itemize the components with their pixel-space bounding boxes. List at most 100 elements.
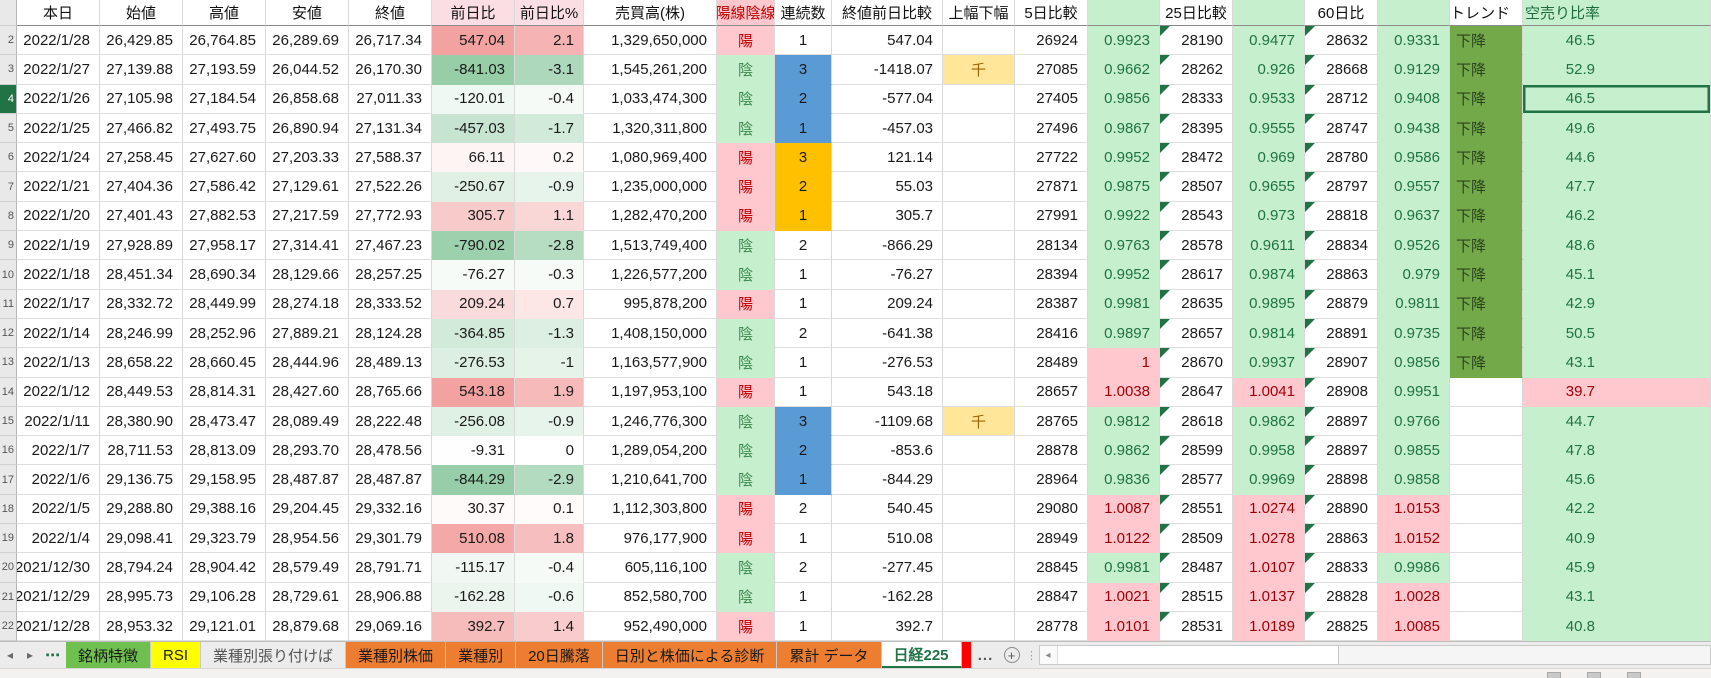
cell-close[interactable]: 29,069.16 xyxy=(349,611,432,641)
cell-open[interactable]: 29,098.41 xyxy=(100,524,183,554)
cell-high[interactable]: 28,449.99 xyxy=(183,289,266,319)
cell-pct[interactable]: -3.1 xyxy=(515,55,584,85)
cell-close[interactable]: 28,333.52 xyxy=(349,289,432,319)
cell-d25[interactable]: 28635 xyxy=(1160,289,1233,319)
cell-flag[interactable] xyxy=(943,465,1015,495)
cell-candle[interactable]: 陰 xyxy=(717,553,775,583)
cell-date[interactable]: 2022/1/21 xyxy=(17,172,100,202)
cell-streak[interactable]: 2 xyxy=(775,84,832,114)
cell-open[interactable]: 28,995.73 xyxy=(100,582,183,612)
column-header-d5r[interactable] xyxy=(1088,0,1160,26)
cell-high[interactable]: 29,388.16 xyxy=(183,494,266,525)
cell-pct[interactable]: -1.7 xyxy=(515,113,584,144)
cell-high[interactable]: 27,184.54 xyxy=(183,84,266,114)
column-header-chg[interactable]: 前日比 xyxy=(432,0,515,26)
cell-d60r[interactable]: 0.9438 xyxy=(1378,113,1450,144)
cell-short[interactable]: 45.6 xyxy=(1523,465,1711,495)
cell-date[interactable]: 2022/1/4 xyxy=(17,524,100,554)
cell-low[interactable]: 28,274.18 xyxy=(266,289,349,319)
cell-high[interactable]: 29,158.95 xyxy=(183,465,266,495)
cell-date[interactable]: 2022/1/18 xyxy=(17,260,100,290)
cell-short[interactable]: 50.5 xyxy=(1523,318,1711,349)
cell-pct[interactable]: 0.7 xyxy=(515,289,584,319)
cell-date[interactable]: 2021/12/30 xyxy=(17,553,100,583)
cell-low[interactable]: 28,954.56 xyxy=(266,524,349,554)
cell-open[interactable]: 27,928.89 xyxy=(100,231,183,261)
cell-high[interactable]: 29,323.79 xyxy=(183,524,266,554)
cell-flag[interactable]: 千 xyxy=(943,55,1015,85)
cell-candle[interactable]: 陰 xyxy=(717,260,775,290)
cell-high[interactable]: 27,958.17 xyxy=(183,231,266,261)
cell-chg[interactable]: 543.18 xyxy=(432,377,515,407)
cell-close[interactable]: 28,906.88 xyxy=(349,582,432,612)
cell-d5[interactable]: 28845 xyxy=(1015,553,1088,583)
cell-date[interactable]: 2022/1/24 xyxy=(17,143,100,173)
cell-chg[interactable]: 305.7 xyxy=(432,201,515,232)
cell-d5[interactable]: 28387 xyxy=(1015,289,1088,319)
cell-low[interactable]: 28,729.61 xyxy=(266,582,349,612)
cell-chg[interactable]: -115.17 xyxy=(432,553,515,583)
cell-pct[interactable]: -1 xyxy=(515,348,584,378)
cell-close[interactable]: 27,522.26 xyxy=(349,172,432,202)
cell-close[interactable]: 28,489.13 xyxy=(349,348,432,378)
cell-low[interactable]: 27,203.33 xyxy=(266,143,349,173)
sheet-tab-RSI[interactable]: RSI xyxy=(151,642,202,668)
add-sheet-button[interactable]: + xyxy=(999,642,1025,668)
cell-d25[interactable]: 28395 xyxy=(1160,113,1233,144)
cell-n[interactable]: 13 xyxy=(0,348,17,378)
cell-d60r[interactable]: 0.9856 xyxy=(1378,348,1450,378)
cell-d60[interactable]: 28668 xyxy=(1305,55,1378,85)
column-header-streak[interactable]: 連続数 xyxy=(775,0,832,26)
cell-close_cmp[interactable]: 55.03 xyxy=(832,172,943,202)
cell-high[interactable]: 27,193.59 xyxy=(183,55,266,85)
cell-d25r[interactable]: 0.926 xyxy=(1233,55,1305,85)
cell-pct[interactable]: 0 xyxy=(515,436,584,466)
cell-d5r[interactable]: 0.9952 xyxy=(1088,143,1160,173)
cell-vol[interactable]: 1,080,969,400 xyxy=(584,143,717,173)
cell-d25r[interactable]: 0.9611 xyxy=(1233,231,1305,261)
cell-close_cmp[interactable]: 543.18 xyxy=(832,377,943,407)
cell-short[interactable]: 45.1 xyxy=(1523,260,1711,290)
cell-d5[interactable]: 28489 xyxy=(1015,348,1088,378)
cell-d5[interactable]: 28964 xyxy=(1015,465,1088,495)
cell-d60[interactable]: 28818 xyxy=(1305,201,1378,232)
cell-flag[interactable] xyxy=(943,377,1015,407)
cell-streak[interactable]: 1 xyxy=(775,582,832,612)
column-header-flag[interactable]: 上幅下幅 xyxy=(943,0,1015,26)
cell-open[interactable]: 29,288.80 xyxy=(100,494,183,525)
cell-chg[interactable]: -9.31 xyxy=(432,436,515,466)
cell-close_cmp[interactable]: 305.7 xyxy=(832,201,943,232)
tab-nav-ellipsis[interactable]: ⋯ xyxy=(45,647,61,664)
cell-pct[interactable]: -2.9 xyxy=(515,465,584,495)
cell-low[interactable]: 28,579.49 xyxy=(266,553,349,583)
cell-d25r[interactable]: 0.9874 xyxy=(1233,260,1305,290)
cell-open[interactable]: 28,711.53 xyxy=(100,436,183,466)
cell-n[interactable]: 5 xyxy=(0,113,17,144)
cell-candle[interactable]: 陰 xyxy=(717,84,775,114)
column-header-short[interactable]: 空売り比率 xyxy=(1523,0,1711,26)
tab-nav-left-icon[interactable]: ◂ xyxy=(6,648,14,662)
cell-d25[interactable]: 28507 xyxy=(1160,172,1233,202)
cell-date[interactable]: 2022/1/12 xyxy=(17,377,100,407)
cell-d60r[interactable]: 0.9735 xyxy=(1378,318,1450,349)
cell-d60r[interactable]: 0.9408 xyxy=(1378,84,1450,114)
cell-d60[interactable]: 28632 xyxy=(1305,26,1378,56)
column-header-vol[interactable]: 売買高(株) xyxy=(584,0,717,26)
cell-flag[interactable] xyxy=(943,260,1015,290)
cell-d25r[interactable]: 0.9655 xyxy=(1233,172,1305,202)
sheet-tab-累計 データ[interactable]: 累計 データ xyxy=(777,642,882,668)
cell-open[interactable]: 27,401.43 xyxy=(100,201,183,232)
cell-vol[interactable]: 952,490,000 xyxy=(584,611,717,641)
cell-close[interactable]: 27,011.33 xyxy=(349,84,432,114)
cell-close[interactable]: 28,791.71 xyxy=(349,553,432,583)
cell-streak[interactable]: 1 xyxy=(775,611,832,641)
cell-candle[interactable]: 陽 xyxy=(717,611,775,641)
cell-d5r[interactable]: 1.0122 xyxy=(1088,524,1160,554)
cell-d25[interactable]: 28543 xyxy=(1160,201,1233,232)
cell-flag[interactable] xyxy=(943,143,1015,173)
cell-vol[interactable]: 995,878,200 xyxy=(584,289,717,319)
cell-low[interactable]: 26,858.68 xyxy=(266,84,349,114)
cell-candle[interactable]: 陰 xyxy=(717,113,775,144)
cell-high[interactable]: 29,106.28 xyxy=(183,582,266,612)
cell-chg[interactable]: -250.67 xyxy=(432,172,515,202)
